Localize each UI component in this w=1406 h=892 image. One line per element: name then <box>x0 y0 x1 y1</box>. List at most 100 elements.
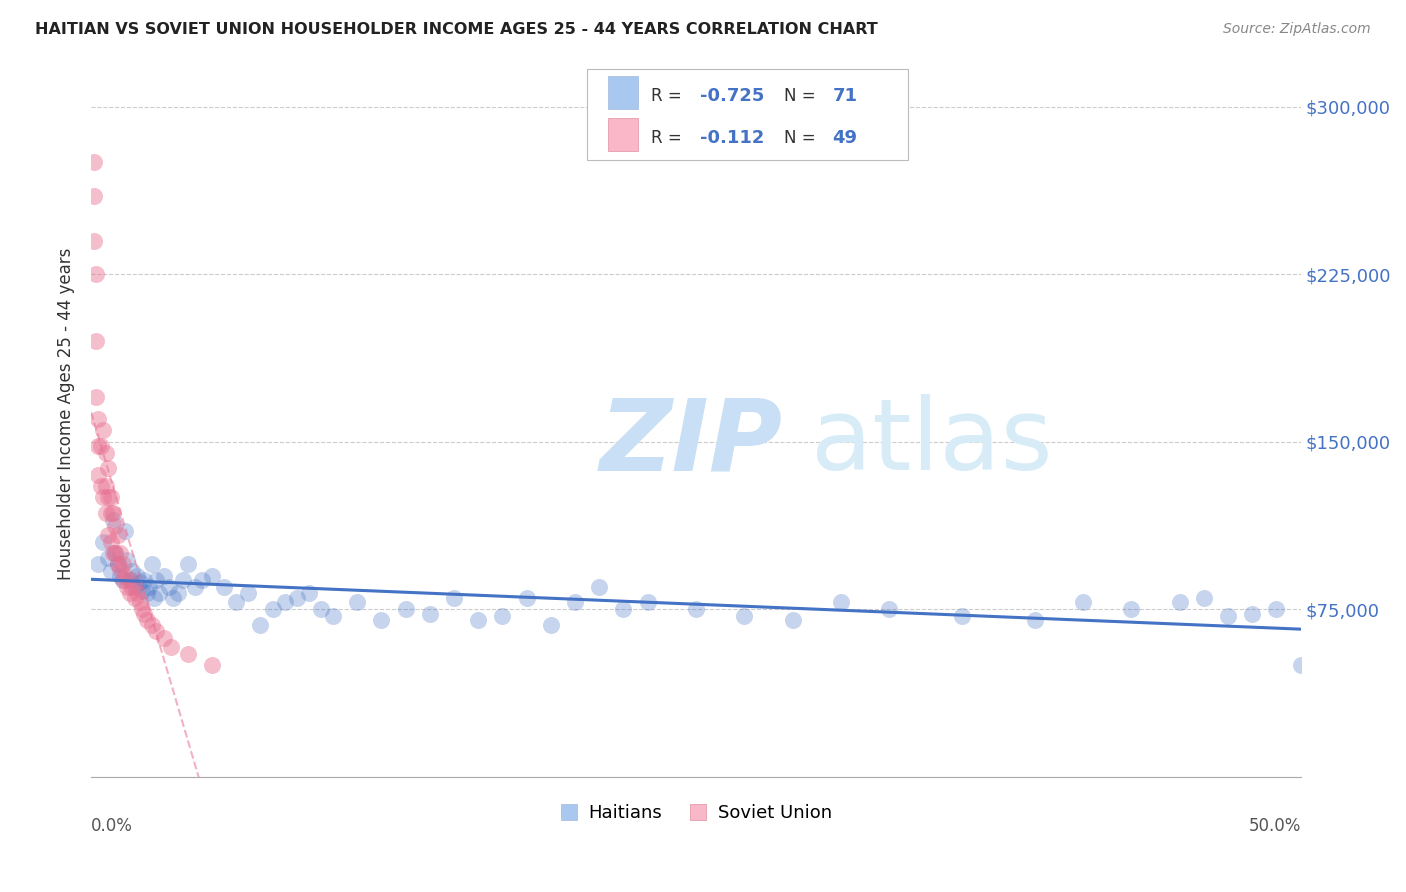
Text: N =: N = <box>785 128 815 146</box>
Point <box>104 519 127 533</box>
Point <box>87 558 110 572</box>
Text: N =: N = <box>785 87 815 105</box>
Point <box>97 491 120 505</box>
Text: -0.725: -0.725 <box>700 87 763 105</box>
Point <box>127 586 149 600</box>
Point <box>782 613 804 627</box>
FancyBboxPatch shape <box>607 76 638 109</box>
Point <box>322 608 344 623</box>
Text: 71: 71 <box>832 87 858 105</box>
Point <box>145 624 167 639</box>
Point <box>177 558 200 572</box>
Point <box>201 657 224 672</box>
FancyBboxPatch shape <box>607 118 638 151</box>
Point <box>191 573 214 587</box>
Text: 50.0%: 50.0% <box>1249 816 1301 835</box>
Point <box>97 461 120 475</box>
Point <box>637 595 659 609</box>
Point <box>201 568 224 582</box>
Point <box>84 334 107 348</box>
Point <box>121 580 143 594</box>
Point <box>128 595 150 609</box>
Point <box>91 491 114 505</box>
Point <box>588 580 610 594</box>
Point <box>94 479 117 493</box>
Text: R =: R = <box>651 128 682 146</box>
Point <box>94 446 117 460</box>
Text: R =: R = <box>651 87 682 105</box>
Point <box>101 513 124 527</box>
Point <box>83 189 105 203</box>
Point <box>127 568 149 582</box>
Point <box>1289 657 1312 672</box>
Point <box>141 617 163 632</box>
Point <box>1265 602 1288 616</box>
Point <box>107 558 129 572</box>
Point <box>111 558 134 572</box>
Point <box>87 439 110 453</box>
Point <box>100 564 122 578</box>
Point <box>97 528 120 542</box>
Point <box>84 267 107 281</box>
Point <box>225 595 247 609</box>
Point <box>685 602 707 616</box>
Point <box>114 524 136 538</box>
Text: ZIP: ZIP <box>599 394 782 491</box>
Y-axis label: Householder Income Ages 25 - 44 years: Householder Income Ages 25 - 44 years <box>58 247 75 580</box>
Point <box>879 602 901 616</box>
Point <box>1168 595 1191 609</box>
Point <box>1071 595 1094 609</box>
Point <box>212 580 235 594</box>
Point <box>117 553 139 567</box>
Point <box>128 575 150 590</box>
Point <box>1192 591 1215 605</box>
Point <box>540 617 562 632</box>
Point <box>443 591 465 605</box>
Point <box>148 586 170 600</box>
Point <box>91 424 114 438</box>
Point <box>97 550 120 565</box>
Point <box>124 591 146 605</box>
Point <box>111 573 134 587</box>
Point <box>167 586 190 600</box>
Point <box>118 586 141 600</box>
Text: 49: 49 <box>832 128 858 146</box>
Point <box>131 602 153 616</box>
Point <box>104 546 127 560</box>
Point <box>249 617 271 632</box>
Point <box>262 602 284 616</box>
Point <box>118 573 141 587</box>
Point <box>121 564 143 578</box>
Point <box>160 640 183 654</box>
Point <box>394 602 416 616</box>
Point <box>101 546 124 560</box>
Point <box>83 234 105 248</box>
Point <box>152 568 174 582</box>
Point <box>100 506 122 520</box>
Text: 0.0%: 0.0% <box>91 816 134 835</box>
Text: atlas: atlas <box>811 394 1053 491</box>
Point <box>177 647 200 661</box>
Point <box>370 613 392 627</box>
Point <box>346 595 368 609</box>
Point <box>104 546 127 560</box>
Point <box>419 607 441 621</box>
Point <box>152 631 174 645</box>
Text: -0.112: -0.112 <box>700 128 763 146</box>
FancyBboxPatch shape <box>588 69 907 160</box>
Point <box>298 586 321 600</box>
Point <box>138 580 160 594</box>
Point <box>131 584 153 599</box>
Text: Source: ZipAtlas.com: Source: ZipAtlas.com <box>1223 22 1371 37</box>
Point <box>108 546 131 560</box>
Legend: Haitians, Soviet Union: Haitians, Soviet Union <box>553 797 839 830</box>
Point <box>162 591 184 605</box>
Point <box>1241 607 1264 621</box>
Point <box>184 580 207 594</box>
Point <box>108 568 131 582</box>
Point <box>612 602 634 616</box>
Point <box>90 439 112 453</box>
Point <box>94 506 117 520</box>
Point <box>143 591 166 605</box>
Point <box>87 412 110 426</box>
